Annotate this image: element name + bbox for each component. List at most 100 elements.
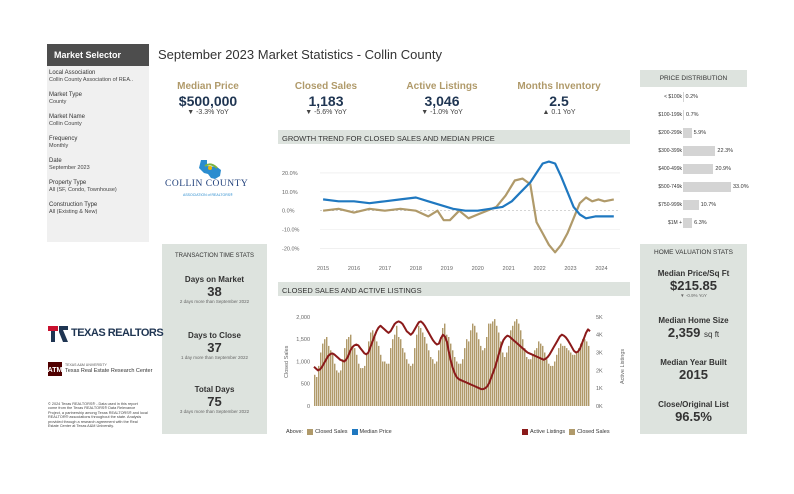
hv-median-home-size: Median Home Size 2,359 sq ft	[640, 316, 747, 340]
sales-y2-tick: 0K	[596, 404, 603, 410]
selector-property-type[interactable]: Property Type All (SF, Condo, Townhouse)	[49, 180, 149, 194]
sales-bar	[426, 343, 428, 406]
selector-value: Collin County	[49, 121, 82, 127]
sales-bar	[516, 319, 518, 406]
sales-y-tick: 0	[307, 404, 310, 410]
price-distribution-category: $200-299k	[658, 130, 682, 136]
sales-bar	[528, 359, 530, 406]
price-distribution-row: $200-299k 5.9%	[640, 127, 747, 139]
sales-bar	[342, 359, 344, 406]
sales-bar	[316, 377, 318, 406]
sales-bar	[544, 352, 546, 406]
growth-y-tick: 0.0%	[282, 209, 295, 215]
sales-y-axis-label: Closed Sales	[284, 345, 290, 378]
price-distribution-row: $400-499k 20.9%	[640, 163, 747, 175]
hv-value: $215.85	[670, 278, 717, 293]
sales-bar	[330, 350, 332, 406]
page-title: September 2023 Market Statistics - Colli…	[158, 47, 442, 62]
sales-chart-legend-left: Above: Closed Sales Median Price	[286, 429, 392, 435]
kpi-label: Months Inventory	[517, 81, 601, 92]
sales-bar	[408, 363, 410, 406]
sales-bar	[422, 332, 424, 406]
price-distribution-category: $1M +	[667, 220, 682, 226]
sales-bar	[380, 354, 382, 406]
growth-y-tick: 10.0%	[282, 190, 298, 196]
kpi-label: Median Price	[177, 81, 239, 92]
hv-value: 2,359	[667, 325, 701, 340]
stat-note: 3 days more than September 2022	[179, 409, 250, 414]
sales-y2-tick: 1K	[596, 386, 603, 392]
sales-bar	[558, 348, 560, 406]
price-distribution-row: $500-749k 33.0%	[640, 181, 749, 193]
stat-label: Total Days	[194, 385, 235, 394]
stat-label: Days to Close	[188, 331, 241, 340]
texas-map-icon	[199, 160, 221, 179]
stat-days-to-close: Days to Close 37 1 day more than Septemb…	[162, 331, 267, 360]
selector-market-type[interactable]: Market Type County	[49, 92, 149, 106]
growth-chart-header: GROWTH TREND FOR CLOSED SALES AND MEDIAN…	[278, 130, 630, 144]
selector-construction-type[interactable]: Construction Type All (Existing & New)	[49, 202, 149, 216]
sales-bar	[586, 341, 588, 406]
price-distribution-panel: PRICE DISTRIBUTION < $100k 0.2% $100-199k 0…	[640, 70, 749, 236]
selector-frequency[interactable]: Frequency Monthly	[49, 136, 149, 150]
selector-label: Date	[49, 158, 62, 164]
sales-bar	[440, 337, 442, 406]
price-distribution-row: $100-199k 0.7%	[640, 109, 747, 121]
atm-mark-icon: ATM	[48, 362, 62, 376]
growth-x-tick: 2016	[348, 266, 360, 272]
disclaimer-text: © 2024 Texas REALTORS® - Data used in th…	[48, 402, 148, 429]
price-distribution-bar	[683, 182, 731, 192]
sales-bar	[418, 325, 420, 406]
sales-bar	[356, 354, 358, 406]
stat-value: 38	[207, 284, 222, 299]
growth-trend-chart: 20.0% 10.0% 0.0% -10.0% -20.0% 2015 2016 2017 20…	[282, 160, 620, 272]
selector-date[interactable]: Date September 2023	[49, 158, 149, 172]
price-distribution-category: $400-499k	[658, 166, 682, 172]
sales-bar	[360, 368, 362, 406]
price-distribution-value: 5.9%	[693, 130, 707, 136]
sales-bar	[588, 345, 590, 406]
sales-bar	[526, 357, 528, 406]
closed-sales-active-listings-chart: 2,000 1,500 1,000 500 0 5K 4K 3K 2K 1K 0K Closed Sa…	[284, 315, 626, 410]
growth-x-tick: 2020	[472, 266, 484, 272]
selector-label: Market Name	[49, 114, 86, 120]
sales-bar	[366, 354, 368, 406]
selector-label: Construction Type	[49, 202, 98, 208]
sales-bar	[472, 323, 474, 406]
price-distribution-category: $750-999k	[658, 202, 682, 208]
selector-market-name[interactable]: Market Name Collin County	[49, 114, 149, 128]
hv-value: 2015	[679, 367, 708, 382]
stat-value: 37	[207, 340, 222, 355]
selector-local-association[interactable]: Local Association Collin County Associat…	[49, 70, 149, 84]
sales-y-tick: 1,000	[296, 359, 310, 365]
sales-chart-header: CLOSED SALES AND ACTIVE LISTINGS	[278, 282, 630, 296]
sales-chart-legend-right: Active Listings Closed Sales	[518, 429, 610, 435]
sales-bar	[406, 359, 408, 406]
texas-realtors-mark-icon	[48, 326, 68, 342]
texas-realtors-logo: TEXAS REALTORS	[48, 324, 164, 349]
price-distribution-bar	[683, 164, 714, 174]
sales-bar	[578, 348, 580, 406]
price-distribution-category: < $100k	[664, 94, 682, 100]
legend-median-price: Median Price	[359, 429, 392, 435]
legend-closed-sales: Closed Sales	[315, 429, 348, 435]
sales-bar	[348, 337, 350, 406]
sales-active-listings-line	[313, 320, 591, 391]
hv-label: Close/Original List	[658, 400, 729, 409]
price-distribution-value: 6.3%	[694, 220, 707, 226]
kpi-value: 3,046	[424, 93, 460, 109]
sales-bar	[324, 339, 326, 406]
sales-bar	[450, 343, 452, 406]
sales-bar	[358, 363, 360, 406]
sales-bar	[476, 332, 478, 406]
growth-x-tick: 2024	[595, 266, 607, 272]
association-name: COLLIN COUNTY	[165, 179, 249, 189]
hv-value-row: 2,359 sq ft	[640, 325, 747, 340]
selector-value: County	[49, 99, 67, 105]
sales-bar	[448, 337, 450, 406]
selector-value: All (Existing & New)	[49, 209, 98, 215]
sales-bar	[378, 345, 380, 406]
hv-label: Median Year Built	[660, 358, 727, 367]
sales-y-tick: 2,000	[296, 315, 310, 321]
kpi-median-price: Median Price $500,000 ▼ -3.3% YoY	[158, 81, 258, 116]
